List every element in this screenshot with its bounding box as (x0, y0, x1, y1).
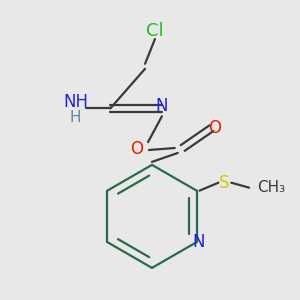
Text: N: N (192, 233, 205, 251)
Text: CH₃: CH₃ (257, 180, 285, 195)
Text: NH: NH (63, 93, 88, 111)
Text: S: S (219, 174, 230, 192)
Text: O: O (130, 140, 144, 158)
Text: N: N (156, 98, 168, 116)
Text: O: O (208, 119, 221, 137)
Text: H: H (70, 110, 81, 125)
Text: Cl: Cl (146, 22, 164, 40)
